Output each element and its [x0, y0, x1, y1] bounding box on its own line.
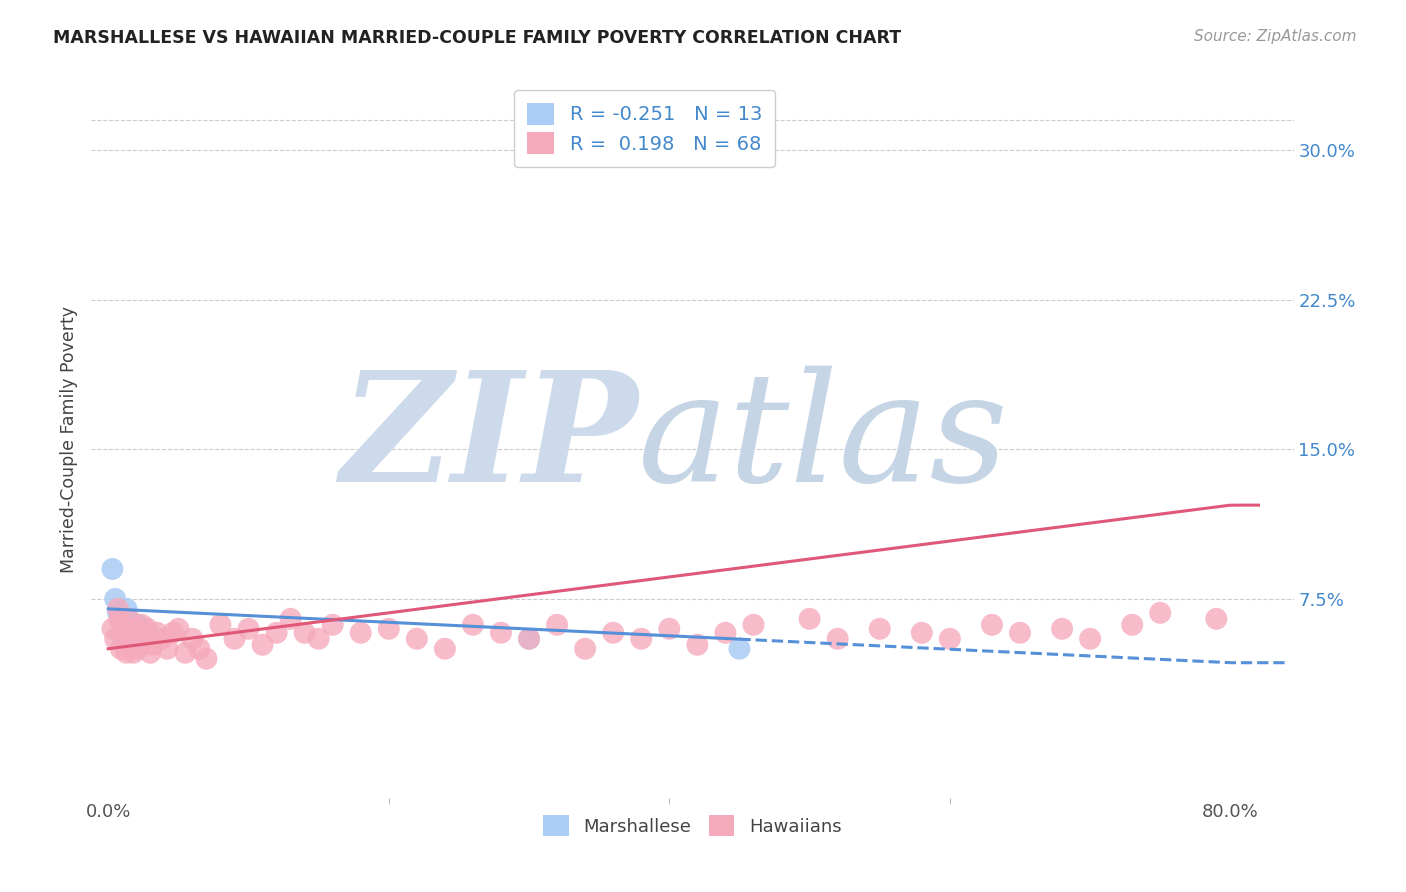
Point — [121, 638, 143, 652]
Point — [350, 625, 373, 640]
Point — [107, 606, 129, 620]
Point — [1121, 617, 1143, 632]
Point — [799, 612, 821, 626]
Point — [939, 632, 962, 646]
Point — [574, 641, 596, 656]
Text: MARSHALLESE VS HAWAIIAN MARRIED-COUPLE FAMILY POVERTY CORRELATION CHART: MARSHALLESE VS HAWAIIAN MARRIED-COUPLE F… — [53, 29, 901, 47]
Point — [104, 591, 127, 606]
Point — [630, 632, 652, 646]
Point — [461, 617, 484, 632]
Point — [827, 632, 849, 646]
Point — [728, 641, 751, 656]
Point — [433, 641, 456, 656]
Point — [131, 625, 153, 640]
Point — [911, 625, 934, 640]
Point — [266, 625, 288, 640]
Point — [146, 625, 169, 640]
Point — [136, 622, 159, 636]
Point — [181, 632, 204, 646]
Point — [252, 638, 274, 652]
Point — [118, 612, 141, 626]
Point — [117, 625, 139, 640]
Point — [127, 641, 149, 656]
Point — [209, 617, 232, 632]
Point — [110, 625, 132, 640]
Point — [118, 622, 141, 636]
Y-axis label: Married-Couple Family Poverty: Married-Couple Family Poverty — [59, 306, 77, 573]
Point — [121, 617, 143, 632]
Point — [108, 612, 131, 626]
Point — [686, 638, 709, 652]
Point — [124, 632, 146, 646]
Point — [131, 617, 153, 632]
Point — [378, 622, 401, 636]
Point — [1205, 612, 1227, 626]
Point — [120, 632, 142, 646]
Legend: Marshallese, Hawaiians: Marshallese, Hawaiians — [536, 808, 849, 843]
Point — [174, 646, 197, 660]
Point — [104, 632, 127, 646]
Point — [742, 617, 765, 632]
Point — [142, 638, 165, 652]
Point — [322, 617, 344, 632]
Point — [112, 632, 135, 646]
Point — [489, 625, 512, 640]
Point — [112, 632, 135, 646]
Text: ZIP: ZIP — [340, 365, 638, 514]
Point — [1078, 632, 1101, 646]
Text: Source: ZipAtlas.com: Source: ZipAtlas.com — [1194, 29, 1357, 45]
Point — [238, 622, 260, 636]
Point — [110, 641, 132, 656]
Text: atlas: atlas — [638, 365, 1010, 514]
Point — [150, 632, 173, 646]
Point — [115, 646, 138, 660]
Point — [167, 622, 190, 636]
Point — [115, 602, 138, 616]
Point — [294, 625, 316, 640]
Point — [127, 617, 149, 632]
Point — [658, 622, 681, 636]
Point — [124, 622, 146, 636]
Point — [101, 622, 124, 636]
Point — [869, 622, 891, 636]
Point — [405, 632, 427, 646]
Point — [114, 622, 136, 636]
Point — [111, 617, 134, 632]
Point — [602, 625, 624, 640]
Point — [546, 617, 568, 632]
Point — [714, 625, 737, 640]
Point — [981, 617, 1004, 632]
Point — [1149, 606, 1171, 620]
Point — [280, 612, 302, 626]
Point — [517, 632, 540, 646]
Point — [1008, 625, 1031, 640]
Point — [224, 632, 246, 646]
Point — [156, 641, 179, 656]
Point — [139, 646, 162, 660]
Point — [188, 641, 211, 656]
Point — [101, 562, 124, 576]
Point — [125, 632, 148, 646]
Point — [1050, 622, 1073, 636]
Point — [308, 632, 330, 646]
Point — [517, 632, 540, 646]
Point — [122, 646, 145, 660]
Point — [162, 625, 184, 640]
Point — [195, 651, 218, 665]
Point — [107, 602, 129, 616]
Point — [128, 625, 150, 640]
Point — [134, 632, 156, 646]
